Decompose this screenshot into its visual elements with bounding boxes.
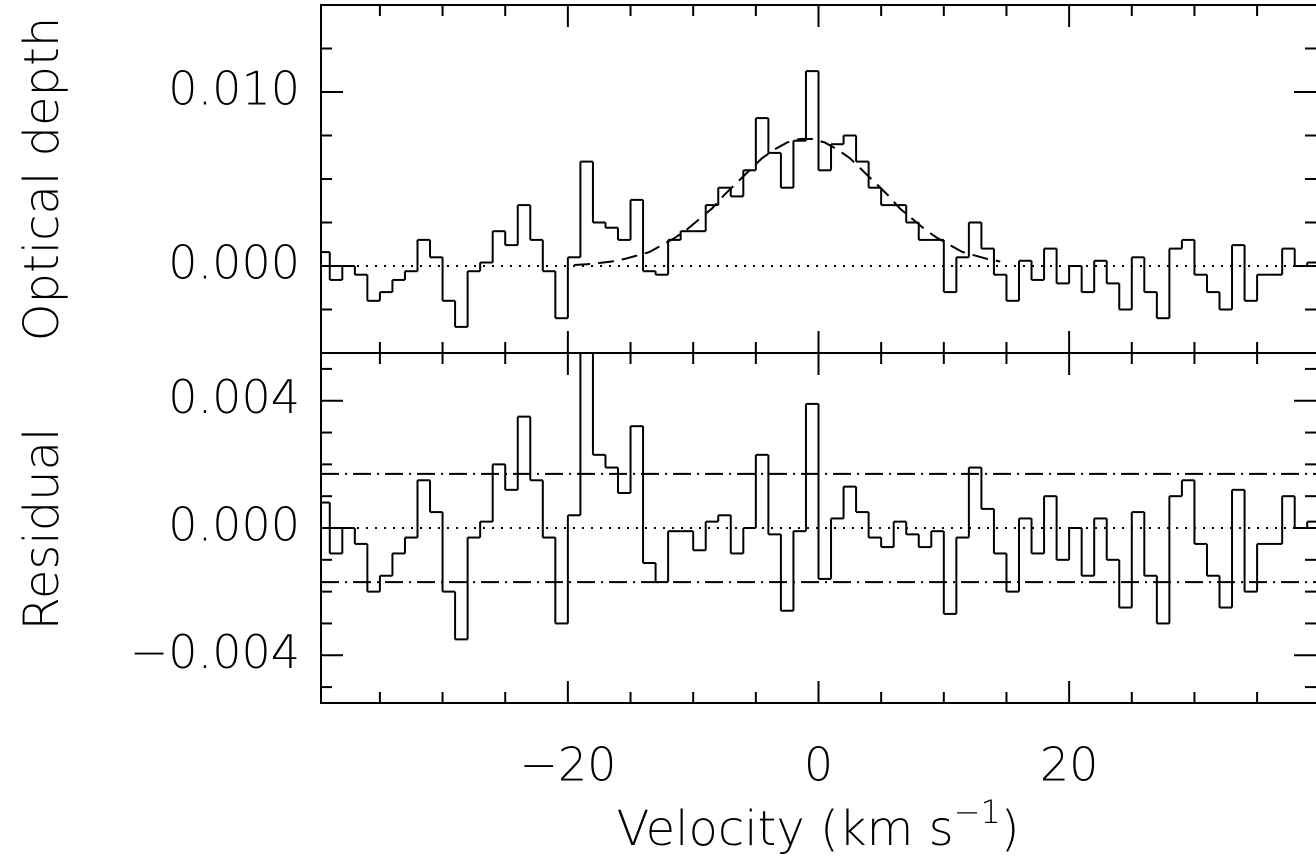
x-axis-label-text: ): [1001, 801, 1020, 857]
x-tick-label: −20: [519, 738, 616, 792]
plot-area: [321, 70, 1316, 328]
x-axis-label-text: Velocity (km s: [616, 801, 953, 857]
x-tick-label: 0: [804, 738, 833, 792]
y-tick-label: −0.004: [130, 625, 300, 679]
y-tick-label: 0.000: [168, 236, 300, 290]
plot-area: [321, 353, 1316, 641]
model-curve: [574, 137, 1001, 266]
y-axis-label: Residual: [14, 428, 70, 631]
plot-frame: [320, 4, 1316, 354]
x-axis-label-sup: −1: [954, 793, 1001, 831]
y-tick-label: 0.004: [168, 370, 300, 424]
y-axis-label: Optical depth: [14, 17, 70, 342]
x-tick-label: 20: [1040, 738, 1099, 792]
x-axis-label: Velocity (km s−1): [616, 793, 1019, 857]
y-tick-label: 0.010: [168, 62, 300, 116]
y-tick-label: 0.000: [168, 498, 300, 552]
